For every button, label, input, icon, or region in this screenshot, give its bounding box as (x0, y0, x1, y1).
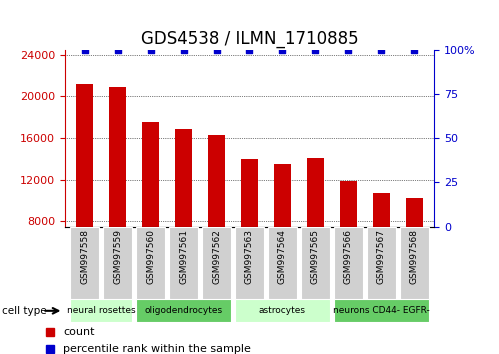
Bar (406, 199, 423, 305)
Text: astrocytes: astrocytes (259, 306, 306, 315)
Point (278, 47, 286, 52)
Text: GSM997567: GSM997567 (377, 229, 386, 284)
Point (180, 47, 188, 52)
FancyBboxPatch shape (235, 227, 264, 299)
Text: GSM997560: GSM997560 (146, 229, 155, 284)
Point (246, 47, 253, 52)
Point (344, 47, 352, 52)
FancyBboxPatch shape (300, 227, 330, 299)
Point (81, 47, 89, 52)
Text: percentile rank within the sample: percentile rank within the sample (63, 344, 251, 354)
FancyBboxPatch shape (267, 227, 297, 299)
Text: GSM997563: GSM997563 (245, 229, 254, 284)
FancyBboxPatch shape (400, 227, 429, 299)
FancyBboxPatch shape (70, 227, 99, 299)
Text: neural rosettes: neural rosettes (67, 306, 135, 315)
FancyBboxPatch shape (333, 227, 363, 299)
FancyBboxPatch shape (70, 299, 132, 322)
Bar (307, 158, 324, 305)
Text: neurons CD44- EGFR-: neurons CD44- EGFR- (333, 306, 430, 315)
FancyBboxPatch shape (169, 227, 199, 299)
Point (147, 47, 155, 52)
Bar (175, 129, 192, 305)
Text: GSM997558: GSM997558 (80, 229, 89, 284)
FancyBboxPatch shape (136, 299, 232, 322)
FancyBboxPatch shape (367, 227, 396, 299)
Text: GSM997568: GSM997568 (410, 229, 419, 284)
Title: GDS4538 / ILMN_1710885: GDS4538 / ILMN_1710885 (141, 30, 358, 48)
Text: cell type: cell type (2, 306, 47, 316)
FancyBboxPatch shape (202, 227, 232, 299)
Bar (109, 87, 126, 305)
Text: GSM997566: GSM997566 (344, 229, 353, 284)
Point (311, 47, 319, 52)
Text: GSM997559: GSM997559 (113, 229, 122, 284)
Point (410, 47, 418, 52)
Bar (274, 164, 291, 305)
Point (377, 47, 385, 52)
Text: count: count (63, 327, 95, 337)
Bar (208, 135, 225, 305)
FancyBboxPatch shape (136, 227, 166, 299)
Bar (373, 193, 390, 305)
Text: GSM997561: GSM997561 (179, 229, 188, 284)
Point (213, 47, 221, 52)
Bar (142, 122, 159, 305)
FancyBboxPatch shape (235, 299, 330, 322)
Text: oligodendrocytes: oligodendrocytes (145, 306, 223, 315)
Bar (241, 159, 258, 305)
FancyBboxPatch shape (333, 299, 429, 322)
Point (114, 47, 122, 52)
Text: GSM997565: GSM997565 (311, 229, 320, 284)
Text: GSM997562: GSM997562 (212, 229, 221, 284)
Bar (76, 84, 93, 305)
Bar (340, 181, 357, 305)
Text: GSM997564: GSM997564 (278, 229, 287, 284)
FancyBboxPatch shape (103, 227, 132, 299)
